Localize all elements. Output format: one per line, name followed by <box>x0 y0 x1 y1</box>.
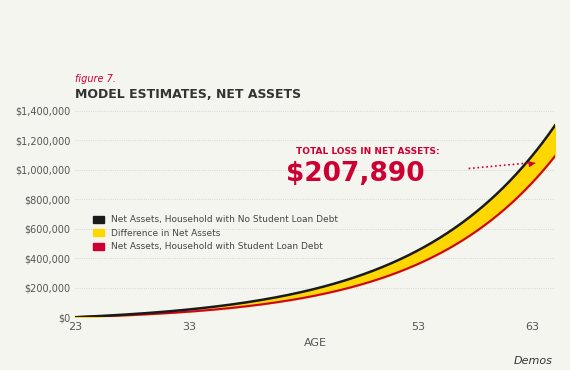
Text: TOTAL LOSS IN NET ASSETS:: TOTAL LOSS IN NET ASSETS: <box>296 147 439 156</box>
Text: MODEL ESTIMATES, NET ASSETS: MODEL ESTIMATES, NET ASSETS <box>75 88 302 101</box>
Text: $207,890: $207,890 <box>286 161 425 187</box>
Legend: Net Assets, Household with No Student Loan Debt, Difference in Net Assets, Net A: Net Assets, Household with No Student Lo… <box>89 212 341 255</box>
Text: Demos: Demos <box>514 356 553 366</box>
X-axis label: AGE: AGE <box>304 337 327 347</box>
Text: figure 7.: figure 7. <box>75 74 116 84</box>
